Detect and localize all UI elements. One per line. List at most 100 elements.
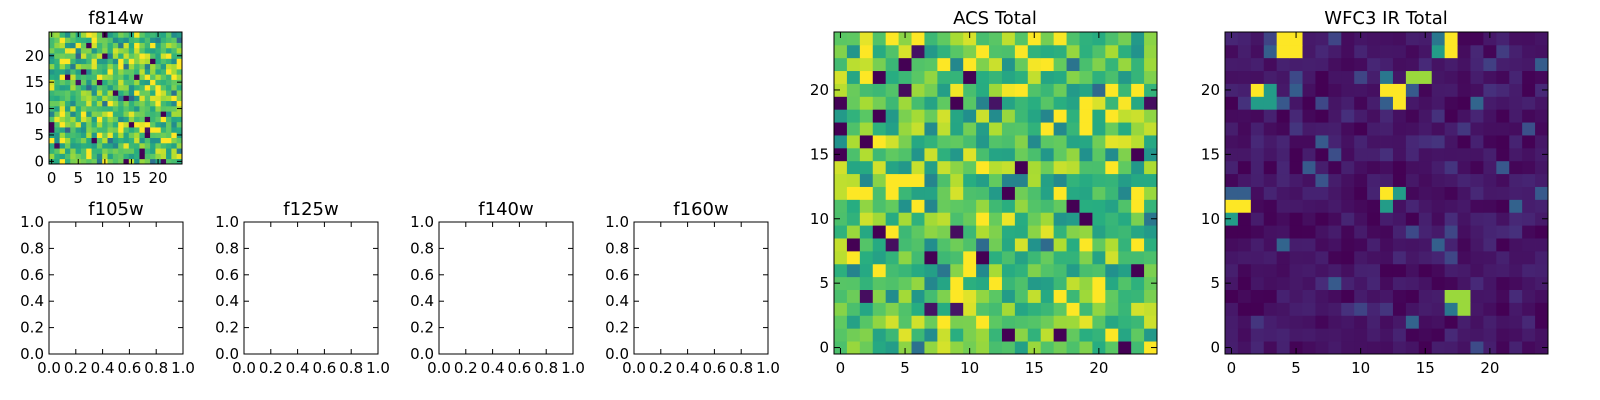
heatmap-cell	[70, 132, 76, 138]
heatmap-cell	[834, 276, 848, 290]
heatmap-cell	[91, 32, 98, 38]
heatmap-cell	[1302, 147, 1316, 162]
heatmap-cell	[1225, 96, 1239, 110]
heatmap-cell	[155, 79, 162, 86]
heatmap-cell	[872, 57, 887, 72]
heatmap-cell	[989, 238, 1003, 252]
heatmap-cell	[846, 186, 861, 200]
heatmap-cell	[118, 74, 124, 80]
heatmap-cell	[1276, 199, 1290, 213]
heatmap-cell	[859, 122, 874, 136]
heatmap-cell	[139, 142, 146, 149]
heatmap-cell	[150, 153, 156, 160]
heatmap-cell	[1144, 70, 1158, 84]
heatmap-cell	[1405, 173, 1420, 187]
x-tick-label: 20	[149, 169, 168, 187]
heatmap-cell	[1066, 250, 1080, 265]
heatmap-cell	[1444, 70, 1458, 84]
heatmap-cell	[1263, 289, 1278, 303]
heatmap-cell	[1014, 238, 1029, 252]
heatmap-cell	[1092, 83, 1106, 97]
heatmap-cell	[963, 44, 977, 59]
heatmap-cell	[155, 74, 162, 80]
heatmap-cell	[1522, 186, 1536, 200]
heatmap-cell	[1328, 238, 1342, 252]
heatmap-cell	[1354, 186, 1368, 200]
heatmap-cell	[1263, 57, 1278, 72]
heatmap-cell	[1263, 173, 1278, 187]
heatmap-cell	[70, 105, 76, 112]
heatmap-cell	[1535, 44, 1549, 59]
heatmap-cell	[150, 95, 156, 102]
heatmap-cell	[107, 100, 114, 107]
heatmap-cell	[86, 84, 92, 91]
heatmap-cell	[86, 37, 92, 43]
heatmap-cell	[1053, 212, 1067, 226]
heatmap-cell	[1431, 276, 1446, 290]
x-tick-label: 1.0	[756, 359, 780, 377]
heatmap-cell	[846, 263, 861, 278]
heatmap-cell	[1444, 57, 1458, 72]
heatmap-cell	[924, 341, 938, 355]
heatmap-cell	[1315, 32, 1329, 46]
heatmap-cell	[96, 84, 103, 91]
heatmap-cell	[1276, 302, 1290, 316]
heatmap-cell	[1105, 44, 1119, 59]
heatmap-cell	[898, 289, 912, 303]
heatmap-cell	[885, 341, 899, 355]
heatmap-cell	[102, 132, 108, 138]
heatmap-cell	[1380, 122, 1394, 136]
heatmap-cell	[1302, 135, 1316, 149]
heatmap-cell	[1522, 147, 1536, 162]
heatmap-cell	[1131, 263, 1145, 278]
heatmap-cell	[1354, 276, 1368, 290]
heatmap-cell	[1250, 212, 1265, 226]
heatmap-cell	[1144, 147, 1158, 162]
heatmap-cell	[885, 276, 899, 290]
heatmap-cell	[144, 42, 151, 49]
heatmap-cell	[1354, 109, 1368, 123]
heatmap-cell	[989, 212, 1003, 226]
heatmap-cell	[1092, 328, 1106, 342]
heatmap-cell	[1105, 341, 1119, 355]
heatmap-cell	[1263, 199, 1278, 213]
heatmap-cell	[859, 341, 874, 355]
panel-title-f140w: f140w	[478, 199, 533, 220]
heatmap-cell	[1392, 173, 1407, 187]
x-tick-label: 5	[1291, 359, 1301, 377]
heatmap-cell	[123, 111, 130, 117]
heatmap-cell	[112, 153, 119, 160]
heatmap-cell	[1079, 160, 1093, 175]
heatmap-cell	[144, 90, 151, 96]
y-tick-label: 0.2	[20, 319, 44, 337]
heatmap-cell	[144, 153, 151, 160]
panel-title-f814w: f814w	[88, 8, 143, 29]
heatmap-cell	[1105, 57, 1119, 72]
heatmap-cell	[1380, 147, 1394, 162]
panel-title-wfc3-ir-total: WFC3 IR Total	[1324, 8, 1447, 29]
heatmap-cell	[1276, 186, 1290, 200]
heatmap-cell	[885, 173, 899, 187]
heatmap-cell	[1418, 250, 1433, 265]
heatmap-cell	[102, 116, 108, 123]
heatmap-cell	[1535, 109, 1549, 123]
heatmap-cell	[1470, 302, 1484, 316]
heatmap-cell	[1367, 70, 1381, 84]
heatmap-cell	[1289, 32, 1303, 46]
heatmap-cell	[963, 57, 977, 72]
heatmap-cell	[1341, 186, 1355, 200]
heatmap-cell	[1105, 160, 1119, 175]
heatmap-cell	[1444, 212, 1458, 226]
heatmap-cell	[1237, 173, 1252, 187]
heatmap-cell	[898, 315, 912, 329]
heatmap-cell	[924, 96, 938, 110]
heatmap-cell	[950, 263, 964, 278]
heatmap-cell	[144, 127, 151, 133]
heatmap-cell	[872, 289, 887, 303]
heatmap-cell	[1263, 83, 1278, 97]
heatmap-cell	[1431, 186, 1446, 200]
heatmap-cell	[70, 37, 76, 43]
heatmap-cell	[1535, 276, 1549, 290]
heatmap-cell	[924, 160, 938, 175]
heatmap-cell	[75, 137, 82, 144]
